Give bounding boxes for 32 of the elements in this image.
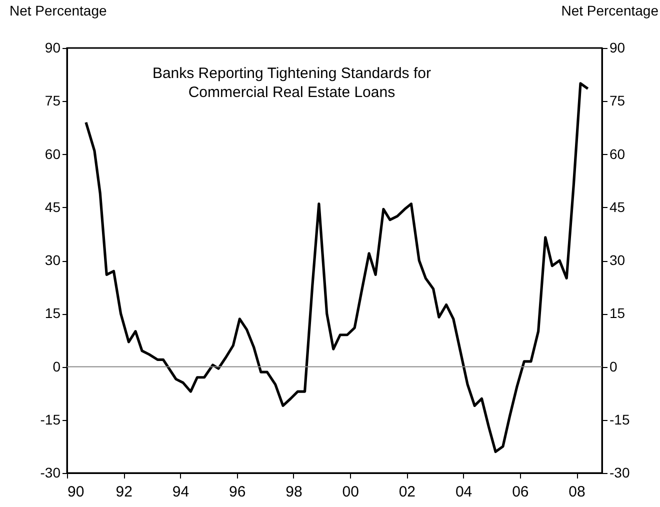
y-tick-label: 45 — [44, 198, 61, 215]
y2-tick-label: -30 — [610, 464, 630, 480]
x-tick-label: 90 — [68, 484, 84, 500]
y-tick-label: 60 — [44, 146, 61, 162]
y-tick-label: -15 — [40, 411, 61, 428]
y2-tick-label: 45 — [610, 198, 626, 215]
y-tick-label: 0 — [52, 358, 61, 374]
y2-tick-label: 75 — [610, 92, 626, 109]
y-tick-label: 15 — [44, 305, 61, 322]
text: Banks Reporting Tightening Standards for Commercial Real Estate Loans — [152, 65, 431, 101]
y2-tick-label: 60 — [610, 146, 626, 162]
y2-tick-label: 30 — [610, 252, 626, 268]
x-tick-label: 08 — [568, 484, 586, 500]
x-tick-label: 98 — [286, 484, 302, 500]
y2-axis-title: Net Percentage — [561, 2, 659, 18]
x-tick-label: 94 — [172, 484, 190, 500]
line-series — [84, 82, 590, 454]
y2-tick-label: 90 — [610, 40, 626, 56]
x-tick-label: 96 — [229, 484, 246, 500]
y-axis-title: Net Percentage — [10, 2, 107, 18]
x-tick-label: 92 — [116, 484, 132, 500]
y-tick-label: 90 — [44, 40, 61, 56]
y-tick-label: 30 — [44, 252, 61, 268]
x-tick-label: 06 — [512, 484, 529, 500]
x-tick-label: 00 — [342, 484, 359, 500]
y2-tick-label: 15 — [610, 305, 626, 322]
y2-tick-label: -15 — [610, 411, 630, 428]
y2-tick-label: 0 — [610, 358, 618, 374]
y-tick-label: -30 — [40, 464, 61, 480]
x-tick-label: 04 — [455, 484, 472, 500]
x-tick-label: 02 — [398, 484, 416, 500]
y-tick-label: 75 — [44, 92, 61, 109]
